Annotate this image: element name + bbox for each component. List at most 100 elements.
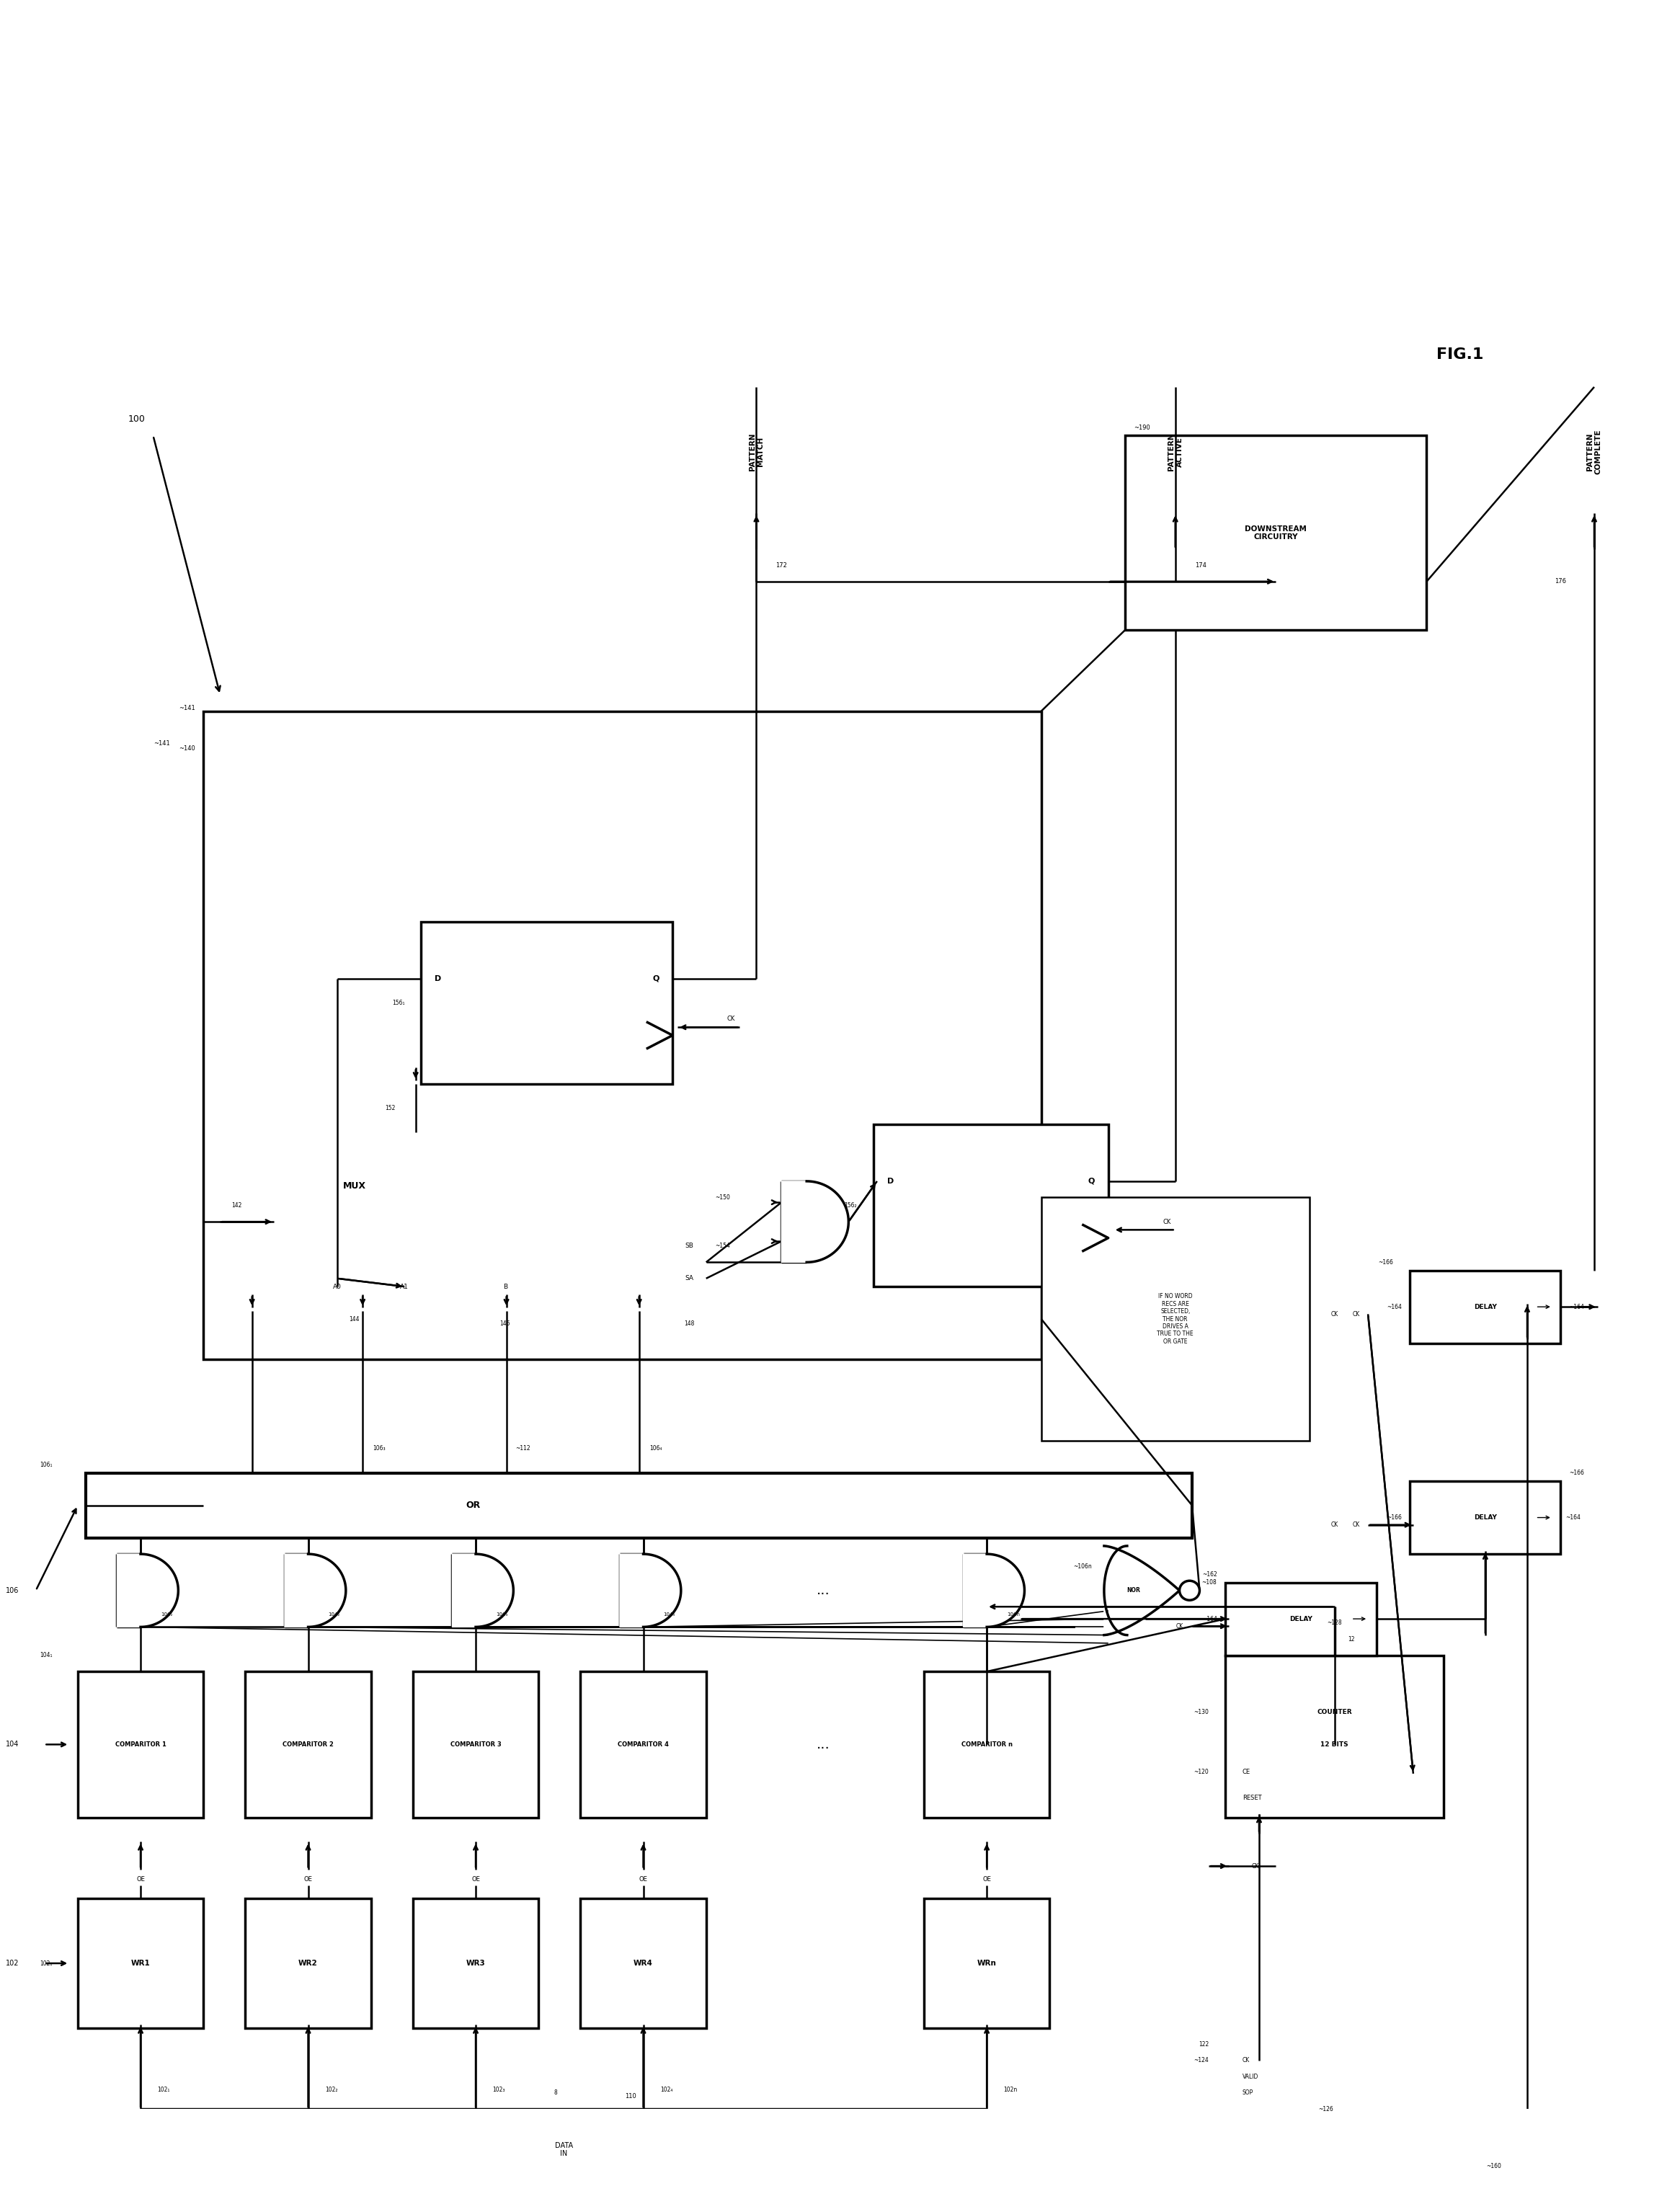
Text: ~130: ~130 bbox=[1194, 1709, 1210, 1716]
Text: 156₂: 156₂ bbox=[845, 1202, 857, 1209]
Text: 176: 176 bbox=[1556, 579, 1566, 584]
Text: WR4: WR4 bbox=[633, 1959, 654, 1967]
Text: ~164: ~164 bbox=[1569, 1303, 1584, 1309]
Text: ~160: ~160 bbox=[1487, 2162, 1502, 2169]
Text: 102₄: 102₄ bbox=[660, 2085, 672, 2092]
Text: COMPARITOR 4: COMPARITOR 4 bbox=[618, 1742, 669, 1749]
Text: ~106n: ~106n bbox=[1074, 1563, 1092, 1570]
Text: 106₃: 106₃ bbox=[373, 1445, 386, 1452]
Bar bbox=[924, 1897, 1050, 2029]
Text: MUX: MUX bbox=[343, 1180, 366, 1191]
Text: 156₁: 156₁ bbox=[391, 999, 405, 1006]
Polygon shape bbox=[963, 1554, 1025, 1626]
Polygon shape bbox=[620, 1554, 680, 1626]
Text: OE: OE bbox=[983, 1876, 991, 1882]
Text: CK: CK bbox=[1176, 1622, 1184, 1629]
Text: 102n: 102n bbox=[1003, 2085, 1018, 2092]
Text: 144: 144 bbox=[349, 1316, 360, 1323]
Text: CK: CK bbox=[1352, 1312, 1359, 1318]
Text: COMPARITOR 3: COMPARITOR 3 bbox=[450, 1742, 501, 1749]
Circle shape bbox=[1179, 1580, 1200, 1600]
Bar bbox=[1042, 1198, 1309, 1441]
Text: 104₁: 104₁ bbox=[40, 1653, 52, 1659]
Text: 146: 146 bbox=[499, 1320, 511, 1327]
Bar bbox=[1226, 1655, 1443, 1817]
Bar bbox=[413, 1672, 539, 1817]
Text: A0: A0 bbox=[333, 1283, 341, 1290]
Text: PATTERN
ACTIVE: PATTERN ACTIVE bbox=[1168, 433, 1183, 470]
Text: CK: CK bbox=[1242, 2057, 1250, 2064]
Bar bbox=[1410, 1482, 1561, 1554]
Bar bbox=[245, 1897, 371, 2029]
Bar bbox=[874, 1124, 1109, 1288]
Text: 102₁: 102₁ bbox=[40, 1961, 52, 1967]
Bar bbox=[413, 1897, 539, 2029]
Text: ~154: ~154 bbox=[716, 1244, 731, 1248]
Text: ~124: ~124 bbox=[1194, 2057, 1210, 2064]
Text: ~164: ~164 bbox=[1203, 1615, 1218, 1622]
Bar bbox=[422, 922, 672, 1084]
Polygon shape bbox=[118, 1554, 178, 1626]
Bar bbox=[1410, 1270, 1561, 1344]
Text: 102₂: 102₂ bbox=[324, 2085, 338, 2092]
Text: WR2: WR2 bbox=[299, 1959, 318, 1967]
Text: ~164: ~164 bbox=[1386, 1303, 1401, 1309]
Text: RESET: RESET bbox=[1242, 1795, 1262, 1801]
Text: VALID: VALID bbox=[1242, 2075, 1258, 2081]
Text: OE: OE bbox=[638, 1876, 647, 1882]
Text: ~141: ~141 bbox=[153, 741, 170, 748]
Text: 102: 102 bbox=[5, 1959, 18, 1967]
Text: ~120: ~120 bbox=[1194, 1768, 1210, 1775]
Text: OE: OE bbox=[304, 1876, 312, 1882]
Bar bbox=[580, 1672, 706, 1817]
Text: COMPARITOR 2: COMPARITOR 2 bbox=[282, 1742, 334, 1749]
Polygon shape bbox=[1104, 1546, 1179, 1635]
Text: Q: Q bbox=[1089, 1178, 1095, 1185]
Polygon shape bbox=[452, 1554, 514, 1626]
Text: 106₄: 106₄ bbox=[650, 1445, 662, 1452]
Text: ~141: ~141 bbox=[178, 704, 195, 710]
Bar bbox=[270, 1132, 706, 1312]
Text: SA: SA bbox=[685, 1274, 694, 1281]
Bar bbox=[203, 710, 1042, 1360]
Text: 8: 8 bbox=[554, 2090, 558, 2096]
Text: ~166: ~166 bbox=[1378, 1259, 1393, 1266]
Bar bbox=[1226, 1583, 1376, 1655]
Text: 104₃: 104₃ bbox=[664, 1613, 675, 1618]
Text: 174: 174 bbox=[1194, 562, 1206, 568]
Text: 106n: 106n bbox=[1006, 1613, 1020, 1618]
Text: 102₁: 102₁ bbox=[158, 2085, 170, 2092]
Text: NOR: NOR bbox=[1127, 1587, 1141, 1594]
Text: D: D bbox=[887, 1178, 894, 1185]
Text: CK: CK bbox=[1252, 1862, 1258, 1869]
Bar bbox=[86, 1473, 1193, 1537]
Text: DOWNSTREAM
CIRCUITRY: DOWNSTREAM CIRCUITRY bbox=[1245, 525, 1307, 540]
Text: CK: CK bbox=[1331, 1312, 1339, 1318]
Text: 12 BITS: 12 BITS bbox=[1320, 1742, 1349, 1749]
Text: FIG.1: FIG.1 bbox=[1436, 348, 1483, 361]
Text: CK: CK bbox=[1331, 1521, 1339, 1528]
Text: 122: 122 bbox=[1198, 2042, 1210, 2048]
Text: 110: 110 bbox=[625, 2092, 637, 2099]
Text: 100: 100 bbox=[128, 415, 144, 424]
Text: ...: ... bbox=[816, 1738, 830, 1751]
Text: 12: 12 bbox=[1347, 1635, 1354, 1642]
Text: WR1: WR1 bbox=[131, 1959, 150, 1967]
Text: 102₃: 102₃ bbox=[492, 2085, 506, 2092]
Text: 148: 148 bbox=[684, 1320, 694, 1327]
Text: DATA
IN: DATA IN bbox=[554, 2142, 573, 2158]
Text: DELAY: DELAY bbox=[1473, 1303, 1497, 1309]
Text: SOP: SOP bbox=[1242, 2090, 1253, 2096]
Text: 106₃: 106₃ bbox=[496, 1613, 507, 1618]
Bar bbox=[924, 1672, 1050, 1817]
Text: ~140: ~140 bbox=[178, 745, 195, 752]
Text: ~150: ~150 bbox=[716, 1194, 731, 1200]
Bar bbox=[77, 1897, 203, 2029]
Text: IF NO WORD
RECS ARE
SELECTED,
THE NOR
DRIVES A
TRUE TO THE
OR GATE: IF NO WORD RECS ARE SELECTED, THE NOR DR… bbox=[1158, 1294, 1193, 1344]
Text: CE: CE bbox=[1242, 1768, 1250, 1775]
Text: ~166: ~166 bbox=[1569, 1469, 1584, 1476]
Text: ~190: ~190 bbox=[1134, 424, 1151, 431]
Text: 106₁: 106₁ bbox=[40, 1462, 52, 1469]
Text: 106: 106 bbox=[5, 1587, 18, 1594]
Text: SB: SB bbox=[685, 1244, 694, 1248]
